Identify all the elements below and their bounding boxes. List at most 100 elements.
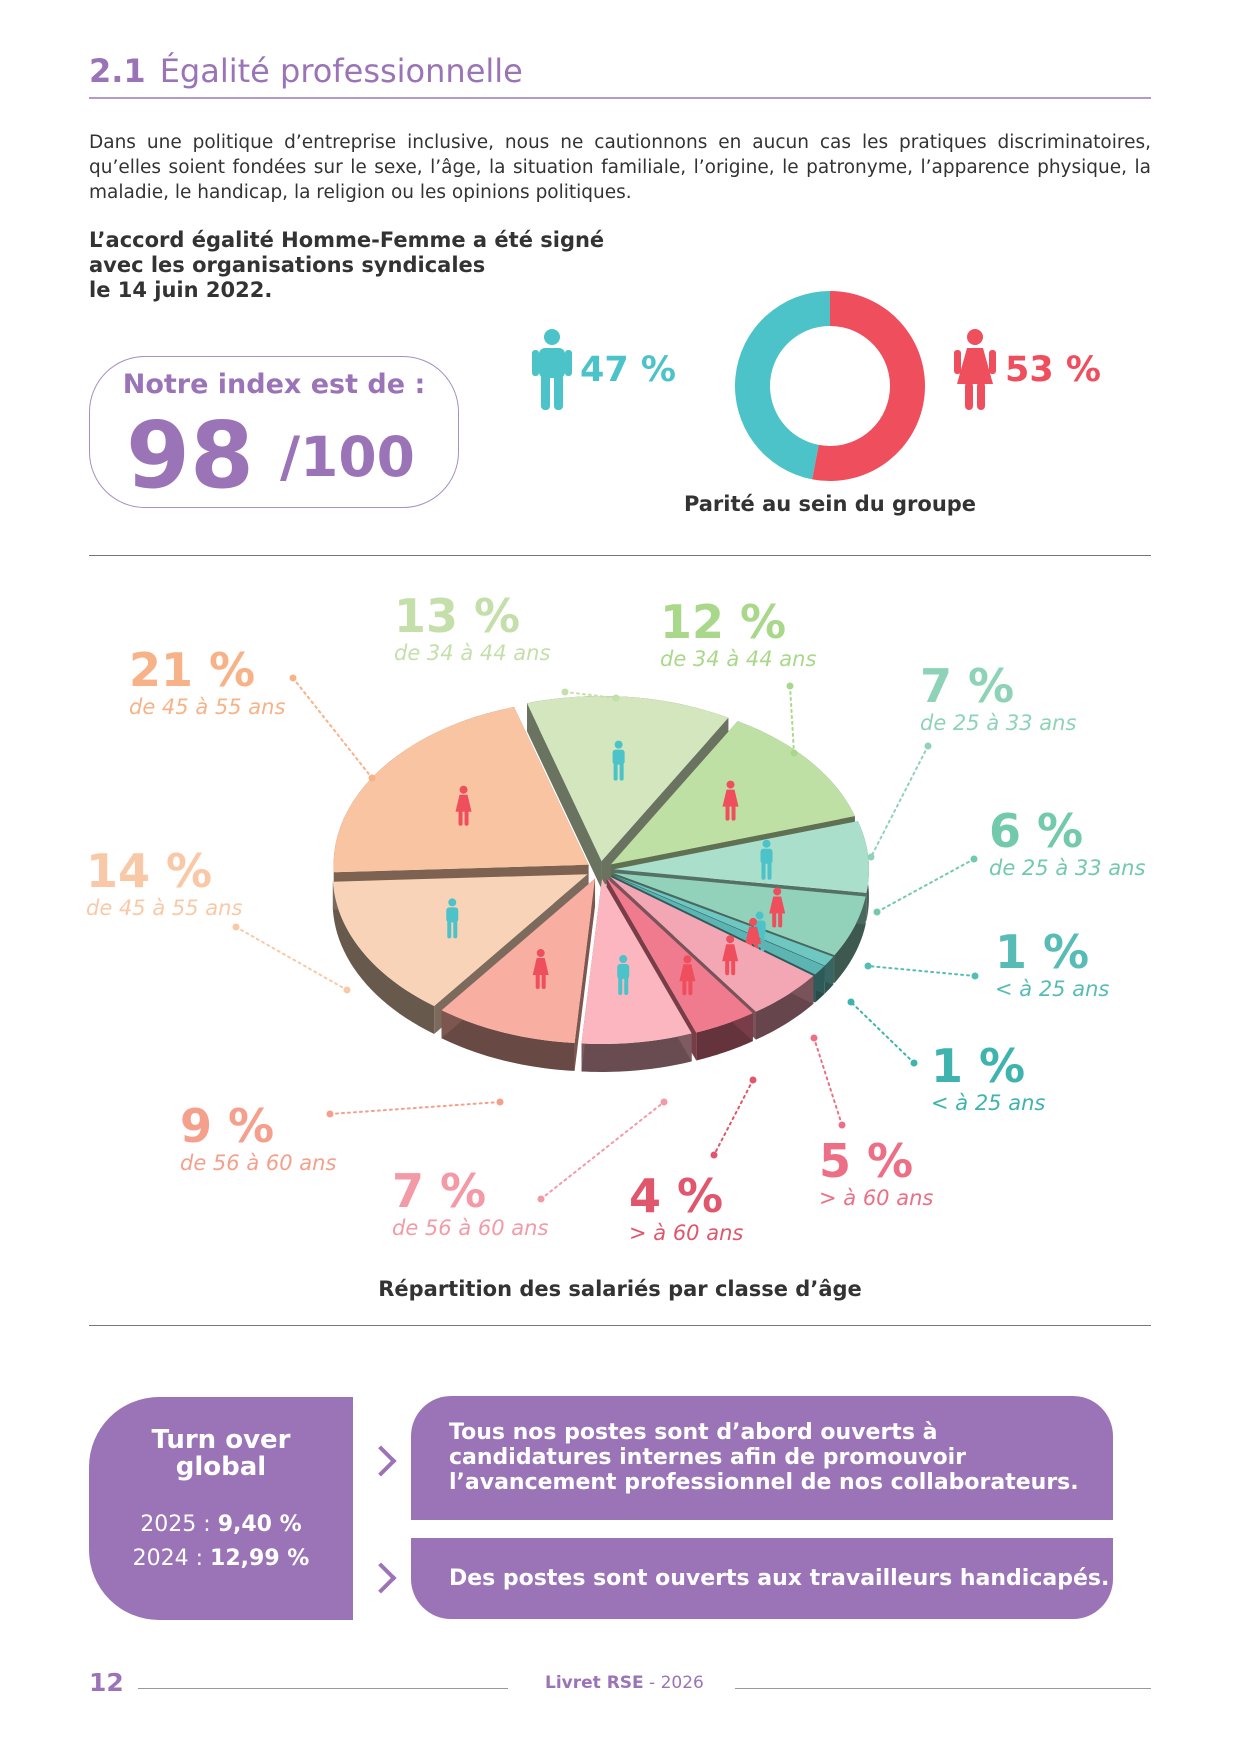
parity-caption: Parité au sein du groupe [683,492,977,516]
pie-slice [609,876,814,1012]
policy-disabled-box: Des postes sont ouverts aux travailleurs… [411,1538,1113,1619]
footer-rule-right [735,1688,1151,1689]
chevron-right-icon [365,1562,397,1594]
turnover-year: 2024 : [132,1546,204,1571]
age-label-range: de 45 à 55 ans [129,695,286,719]
index-label: Notre index est de : [122,369,426,400]
age-chart-caption: Répartition des salariés par classe d’âg… [378,1277,862,1301]
woman-icon [722,780,739,821]
age-label-range: de 34 à 44 ans [660,647,817,671]
policy-line: candidatures internes afin de promouvoir [449,1445,967,1470]
leader-dot [749,1076,757,1084]
man-icon [617,955,630,996]
age-label-range: < à 25 ans [931,1091,1046,1115]
turnover-value: 12,99 % [210,1546,310,1571]
accord-line-1: L’accord égalité Homme-Femme a été signé [89,228,605,252]
section-title-text: Égalité professionnelle [159,52,523,90]
turnover-2025: 2025 : 9,40 % [89,1512,353,1537]
leader-dot [867,853,875,861]
pie-slice [611,874,834,966]
leader-dot [561,688,569,696]
leader-line [713,1079,754,1156]
age-label-pct: 5 % [819,1134,914,1188]
policy-disabled-text: Des postes sont ouverts aux travailleurs… [449,1566,1110,1591]
leader-line [850,1001,915,1064]
donut-slice-men [734,291,830,480]
turnover-box: Turn over global 2025 : 9,40 % 2024 : 12… [89,1397,353,1620]
pie-slice-wall [527,703,602,889]
age-label-pct: 21 % [129,643,256,697]
age-label: 6 % de 25 à 33 ans [989,806,1145,880]
leader-dot [810,1034,818,1042]
footer-separator: - [643,1673,661,1693]
leader-line [235,926,348,991]
pie-slice [581,878,692,1044]
leader-dot [786,682,794,690]
parity-donut [734,291,925,481]
index-value: 98 [126,402,255,509]
leader-dot [847,998,855,1006]
age-label-pct: 9 % [180,1099,275,1153]
leader-line [564,691,617,699]
leader-line [789,685,795,754]
leader-dot [864,962,872,970]
pie-slice-side [581,1033,692,1072]
women-percentage: 53 % [1005,350,1101,390]
pie-slice-side [332,881,435,1034]
leader-dot [660,1098,668,1106]
age-label: 1 % < à 25 ans [931,1041,1045,1115]
age-label-pct: 12 % [660,595,787,649]
age-label-range: < à 25 ans [995,977,1110,1001]
policy-line: Tous nos postes sont d’abord ouverts à [449,1420,938,1445]
age-label-pct: 13 % [394,589,521,643]
title-underline [89,97,1151,99]
age-label-pct: 7 % [392,1164,487,1218]
age-label-pct: 6 % [989,804,1084,858]
woman-icon [532,949,549,990]
leader-dot [838,1121,846,1129]
leader-dot [924,742,932,750]
index-max: /100 [280,425,415,489]
leader-dot [368,774,376,782]
section-title: 2.1 Égalité professionnelle [89,52,523,90]
leader-line [329,1101,501,1115]
age-label-range: > à 60 ans [819,1186,934,1210]
age-label: 5 % > à 60 ans [819,1136,933,1210]
divider [89,555,1151,556]
leader-line [540,1101,665,1200]
pie-slice [527,695,729,861]
age-label-range: de 45 à 55 ans [86,896,243,920]
leader-line [870,745,929,858]
divider [89,1325,1151,1326]
footer-rule-left [138,1688,508,1689]
turnover-title: Turn over global [89,1427,353,1481]
accord-line-2: avec les organisations syndicales [89,253,486,277]
donut-slice-women [812,291,925,481]
footer-title: Livret RSE [545,1673,644,1693]
pie-slice [332,874,588,1006]
age-label-pct: 4 % [629,1169,724,1223]
turnover-title-line-1: Turn over [151,1425,291,1455]
age-label-range: de 56 à 60 ans [392,1216,549,1240]
page-number: 12 [89,1668,124,1697]
leader-dot [232,923,240,931]
age-label: 7 % de 56 à 60 ans [392,1166,548,1240]
leader-dot [710,1151,718,1159]
leader-line [292,677,373,779]
leader-dot [612,694,620,702]
pie-slice-wall [574,878,596,1071]
leader-dot [910,1059,918,1067]
chevron-right-icon [365,1445,397,1477]
leader-dot [790,749,798,757]
accord-line-3: le 14 juin 2022. [89,278,273,302]
men-percentage: 47 % [580,350,676,390]
turnover-2024: 2024 : 12,99 % [89,1546,353,1571]
woman-icon [679,955,696,996]
leader-dot [289,674,297,682]
leader-dot [873,908,881,916]
age-label-range: de 25 à 33 ans [989,856,1146,880]
man-icon [532,329,572,410]
leader-line [813,1037,843,1126]
man-icon [446,898,459,939]
leader-dot [971,972,979,980]
